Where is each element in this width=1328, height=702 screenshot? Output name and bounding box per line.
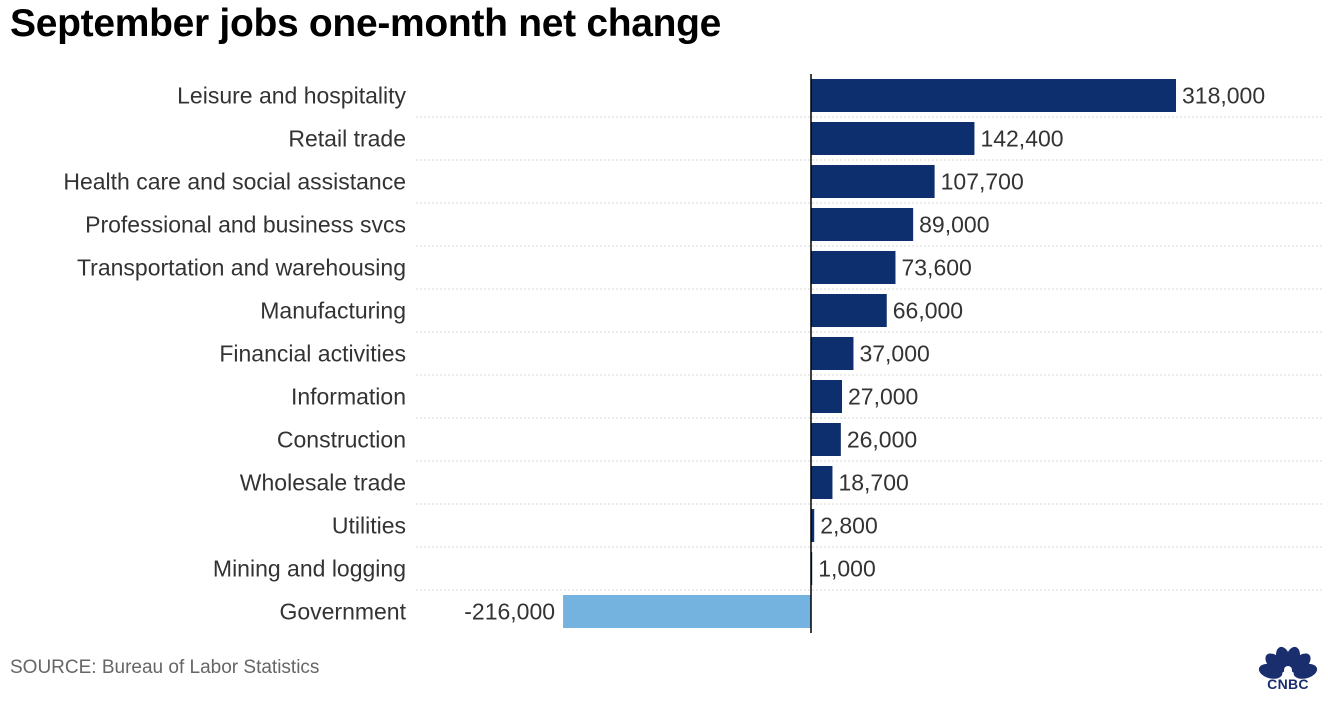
bar	[811, 208, 914, 241]
value-label: -216,000	[464, 599, 555, 625]
category-labels: Leisure and hospitality Retail trade Healt…	[63, 83, 406, 625]
category-label: Government	[279, 599, 406, 625]
value-label: 18,700	[838, 470, 908, 496]
value-label: 66,000	[893, 298, 963, 324]
bar	[811, 337, 854, 370]
bar	[811, 251, 896, 284]
bar	[811, 423, 841, 456]
bars	[563, 79, 1176, 628]
peacock-body	[1284, 666, 1292, 674]
bar	[811, 466, 833, 499]
category-label: Leisure and hospitality	[177, 83, 406, 109]
row-separators	[416, 116, 1322, 591]
category-label: Wholesale trade	[240, 470, 406, 496]
value-label: 2,800	[820, 513, 878, 539]
category-label: Construction	[277, 427, 406, 453]
bar	[811, 380, 842, 413]
category-label: Health care and social assistance	[63, 169, 406, 195]
value-label: 89,000	[919, 212, 989, 238]
category-label: Financial activities	[219, 341, 406, 367]
category-label: Manufacturing	[260, 298, 406, 324]
value-labels: 318,000 142,400 107,700 89,000 73,600 66,000 3…	[464, 83, 1265, 625]
category-label: Utilities	[332, 513, 406, 539]
feather-shape	[1293, 663, 1318, 679]
value-label: 27,000	[848, 384, 918, 410]
bar	[811, 294, 887, 327]
source-note: SOURCE: Bureau of Labor Statistics	[10, 657, 320, 678]
bar	[563, 595, 811, 628]
bar	[811, 509, 815, 542]
value-label: 1,000	[818, 556, 876, 582]
peacock-icon	[1258, 646, 1318, 679]
value-label: 26,000	[847, 427, 917, 453]
bar	[811, 122, 975, 155]
value-label: 107,700	[941, 169, 1024, 195]
category-label: Retail trade	[288, 126, 406, 152]
brand-logo-text: CNBC	[1267, 676, 1309, 692]
category-label: Transportation and warehousing	[77, 255, 406, 281]
bar	[811, 165, 935, 198]
value-label: 318,000	[1182, 83, 1265, 109]
category-label: Professional and business svcs	[85, 212, 406, 238]
value-label: 142,400	[980, 126, 1063, 152]
bar	[811, 79, 1176, 112]
category-label: Mining and logging	[213, 556, 406, 582]
value-label: 37,000	[859, 341, 929, 367]
value-label: 73,600	[901, 255, 971, 281]
chart-title: September jobs one-month net change	[10, 2, 722, 45]
category-label: Information	[291, 384, 406, 410]
